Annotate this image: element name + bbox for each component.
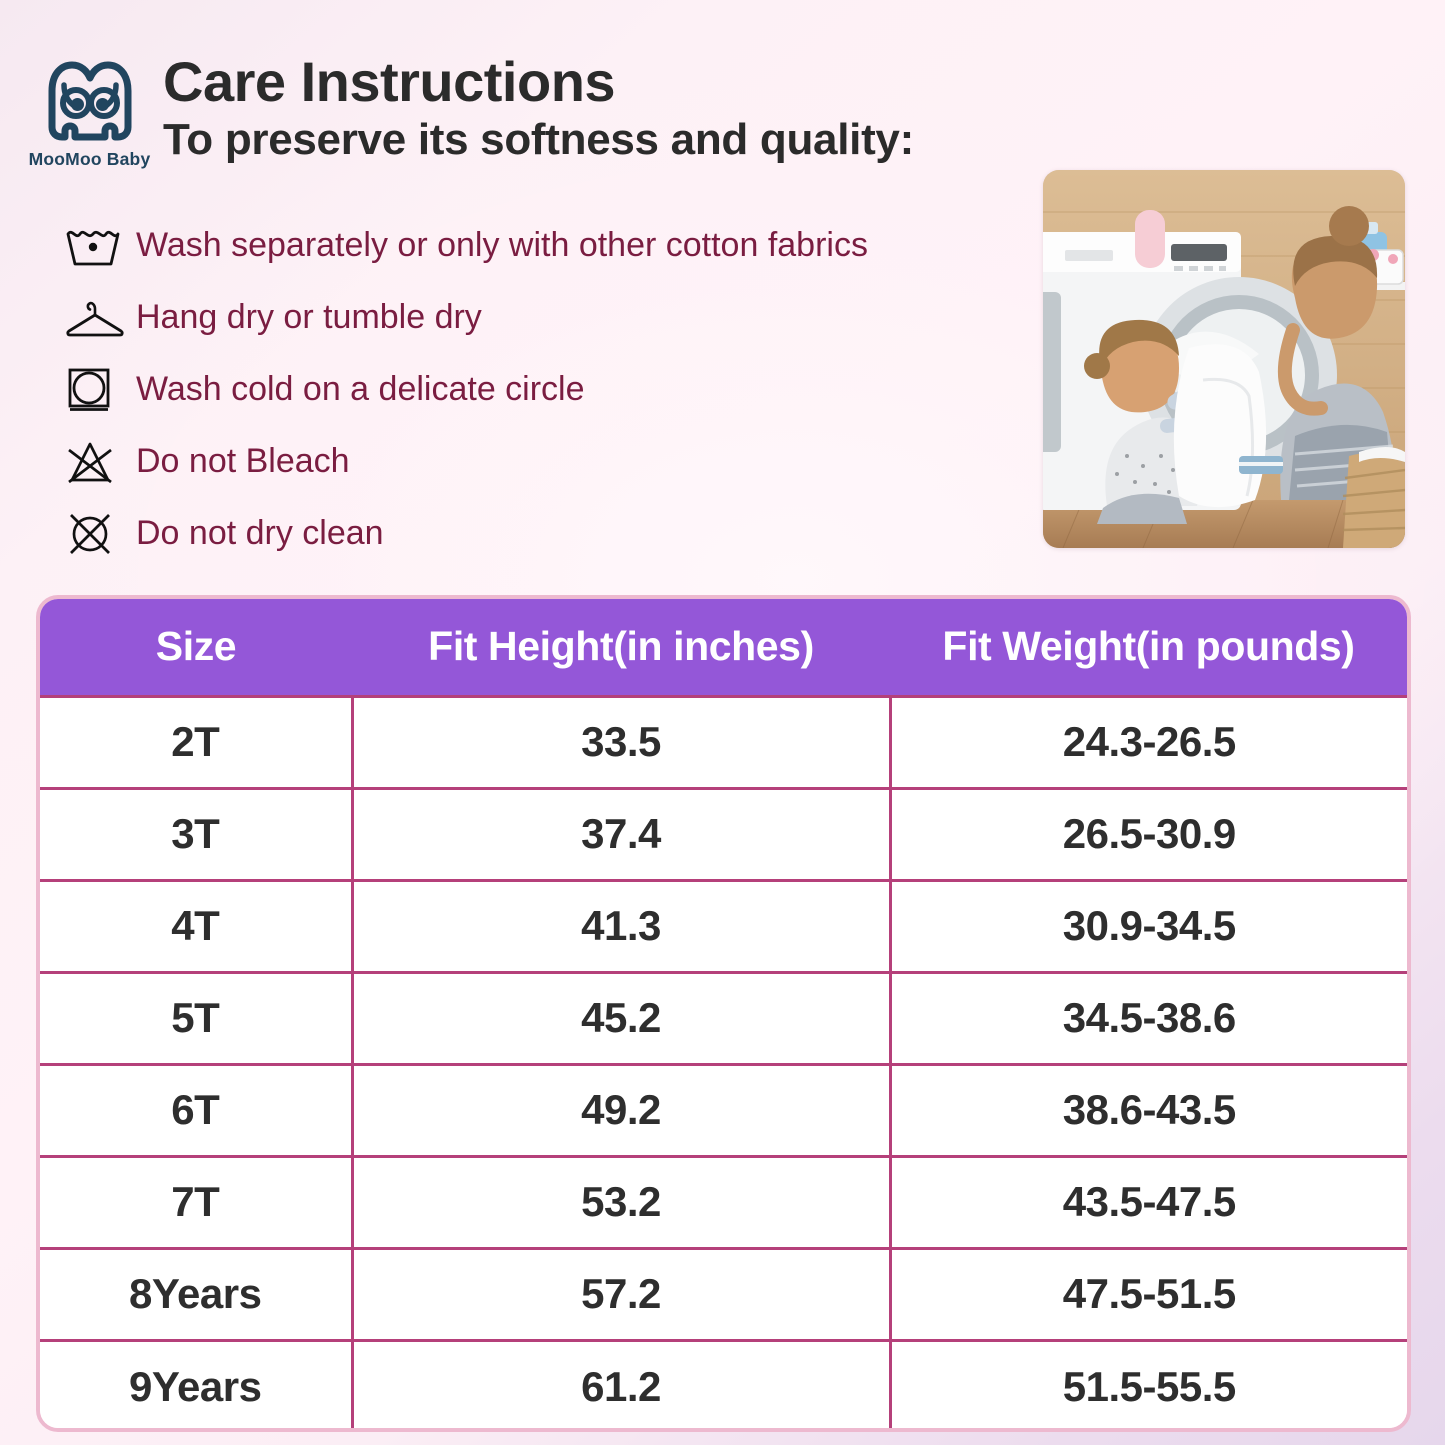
- care-text: Wash separately or only with other cotto…: [136, 226, 868, 265]
- cell-height: 45.2: [352, 970, 892, 1064]
- table-row: 2T 33.5 24.3-26.5: [40, 694, 1407, 788]
- cell-height: 33.5: [352, 694, 892, 788]
- page-header: MooMoo Baby Care Instructions To preserv…: [0, 0, 1445, 185]
- cell-size: 7T: [40, 1154, 354, 1248]
- cell-weight: 51.5-55.5: [890, 1338, 1407, 1428]
- owl-logo-icon: [48, 61, 131, 141]
- cell-size: 3T: [40, 786, 354, 880]
- brand-logo: MooMoo Baby: [27, 55, 152, 170]
- do-not-dry-clean-icon: [64, 509, 136, 559]
- cell-weight: 38.6-43.5: [890, 1062, 1407, 1156]
- table-row: 7T 53.2 43.5-47.5: [40, 1154, 1407, 1248]
- cell-weight: 24.3-26.5: [890, 694, 1407, 788]
- care-row: Do not dry clean: [64, 498, 1044, 570]
- cell-weight: 34.5-38.6: [890, 970, 1407, 1064]
- cell-weight: 47.5-51.5: [890, 1246, 1407, 1340]
- header-titles: Care Instructions To preserve its softne…: [163, 50, 914, 165]
- page-subtitle: To preserve its softness and quality:: [163, 115, 914, 165]
- table-row: 3T 37.4 26.5-30.9: [40, 786, 1407, 880]
- laundry-photo-illustration: [1043, 170, 1405, 548]
- table-row: 8Years 57.2 47.5-51.5: [40, 1246, 1407, 1340]
- cell-weight: 26.5-30.9: [890, 786, 1407, 880]
- care-row: Do not Bleach: [64, 426, 1044, 498]
- care-row: Wash cold on a delicate circle: [64, 354, 1044, 426]
- cell-size: 5T: [40, 970, 354, 1064]
- cell-height: 41.3: [352, 878, 892, 972]
- care-text: Do not Bleach: [136, 442, 350, 481]
- brand-name: MooMoo Baby: [28, 149, 151, 169]
- cell-height: 57.2: [352, 1246, 892, 1340]
- care-text: Hang dry or tumble dry: [136, 298, 482, 337]
- wash-tub-icon: [64, 222, 136, 270]
- table-row: 9Years 61.2 51.5-55.5: [40, 1338, 1407, 1428]
- column-header-fit-height: Fit Height(in inches): [352, 599, 890, 696]
- do-not-bleach-icon: [64, 437, 136, 487]
- hanger-icon: [64, 294, 136, 342]
- cell-height: 61.2: [352, 1338, 892, 1428]
- cell-height: 49.2: [352, 1062, 892, 1156]
- care-text: Wash cold on a delicate circle: [136, 370, 585, 409]
- cell-size: 9Years: [40, 1338, 354, 1428]
- page-title: Care Instructions: [163, 50, 616, 113]
- table-row: 5T 45.2 34.5-38.6: [40, 970, 1407, 1064]
- table-header-row: Size Fit Height(in inches) Fit Weight(in…: [40, 599, 1407, 696]
- care-text: Do not dry clean: [136, 514, 384, 553]
- care-row: Hang dry or tumble dry: [64, 282, 1044, 354]
- cell-height: 53.2: [352, 1154, 892, 1248]
- cell-weight: 43.5-47.5: [890, 1154, 1407, 1248]
- cell-size: 4T: [40, 878, 354, 972]
- care-row: Wash separately or only with other cotto…: [64, 210, 1044, 282]
- table-row: 6T 49.2 38.6-43.5: [40, 1062, 1407, 1156]
- cell-weight: 30.9-34.5: [890, 878, 1407, 972]
- cell-size: 8Years: [40, 1246, 354, 1340]
- care-instruction-list: Wash separately or only with other cotto…: [64, 210, 1044, 570]
- tumble-dry-icon: [64, 364, 136, 416]
- cell-size: 6T: [40, 1062, 354, 1156]
- column-header-size: Size: [40, 599, 352, 696]
- column-header-fit-weight: Fit Weight(in pounds): [890, 599, 1407, 696]
- size-chart-table: Size Fit Height(in inches) Fit Weight(in…: [36, 595, 1411, 1432]
- cell-height: 37.4: [352, 786, 892, 880]
- laundry-photo: [1043, 170, 1405, 548]
- table-row: 4T 41.3 30.9-34.5: [40, 878, 1407, 972]
- cell-size: 2T: [40, 694, 354, 788]
